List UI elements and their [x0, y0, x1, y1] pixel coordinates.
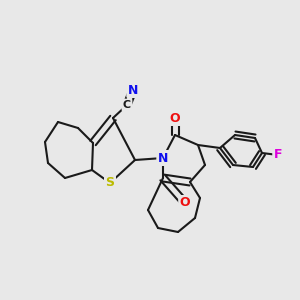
Text: N: N: [158, 152, 168, 164]
Text: O: O: [170, 112, 180, 124]
Text: O: O: [180, 196, 190, 209]
Text: S: S: [106, 176, 115, 190]
Text: F: F: [274, 148, 282, 161]
Text: C: C: [123, 100, 131, 110]
Text: N: N: [128, 83, 138, 97]
